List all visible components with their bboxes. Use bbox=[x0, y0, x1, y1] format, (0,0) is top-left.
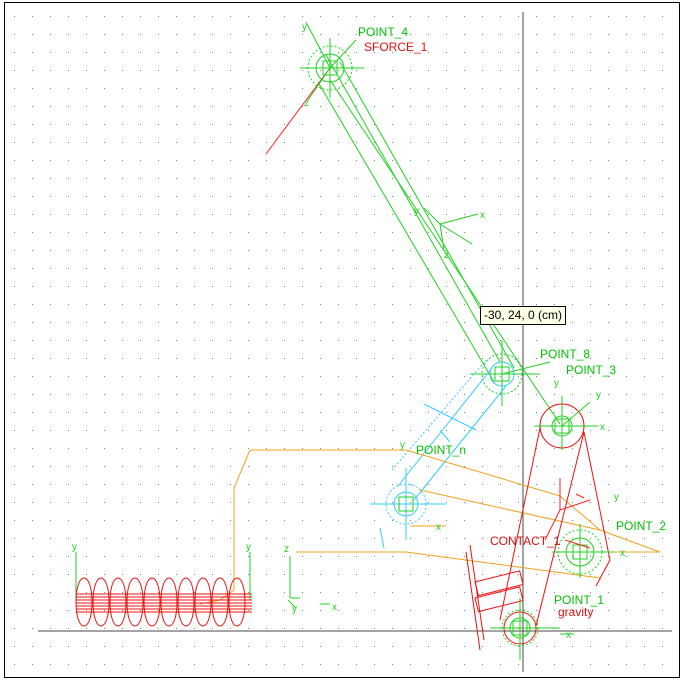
point-8-label: POINT_8 bbox=[540, 347, 590, 361]
sforce-1-label: SFORCE_1 bbox=[364, 40, 428, 54]
axis-letters: y z y x z y x y y x x y y y z x y x bbox=[72, 22, 625, 641]
coil-spring[interactable] bbox=[75, 577, 252, 627]
svg-text:y: y bbox=[596, 390, 601, 401]
svg-text:y: y bbox=[414, 206, 419, 217]
gravity-label: gravity bbox=[558, 605, 593, 619]
svg-text:x: x bbox=[600, 422, 605, 433]
svg-text:y: y bbox=[302, 22, 307, 33]
svg-text:y: y bbox=[400, 440, 405, 451]
svg-text:y: y bbox=[246, 542, 251, 553]
point-1-label: POINT_1 bbox=[554, 593, 604, 607]
contact-marker-icon bbox=[544, 478, 591, 549]
viewport-frame bbox=[4, 2, 680, 678]
gravity-vector-icon bbox=[519, 598, 574, 635]
working-grid bbox=[14, 16, 663, 665]
svg-text:x: x bbox=[332, 602, 337, 613]
svg-text:y: y bbox=[292, 604, 297, 615]
svg-text:z: z bbox=[304, 98, 309, 109]
point-4-marker-icon bbox=[265, 21, 357, 155]
point-4-label: POINT_4 bbox=[358, 25, 408, 39]
lower-arm-link[interactable] bbox=[370, 359, 507, 549]
svg-text:y: y bbox=[614, 492, 619, 503]
point-n-label: POINT_n bbox=[416, 443, 466, 457]
svg-text:y: y bbox=[554, 378, 559, 389]
contact-1-label: CONTACT_1 bbox=[490, 534, 561, 548]
svg-text:x: x bbox=[480, 210, 485, 221]
coordinate-readout-tooltip: -30, 24, 0 (cm) bbox=[480, 306, 567, 325]
svg-text:y: y bbox=[72, 542, 77, 553]
svg-text:z: z bbox=[284, 544, 289, 555]
point-3-label: POINT_3 bbox=[566, 363, 616, 377]
ground-origin-triad-icon bbox=[287, 556, 330, 609]
svg-text:x: x bbox=[620, 548, 625, 559]
svg-text:x: x bbox=[436, 522, 441, 533]
elbow-joint-icon[interactable] bbox=[470, 340, 551, 406]
upper-arm-link[interactable] bbox=[300, 38, 561, 425]
point-2-label: POINT_2 bbox=[616, 519, 666, 533]
svg-text:x: x bbox=[566, 630, 571, 641]
pulley-joint-3[interactable] bbox=[534, 396, 598, 450]
mid-arm-marker-icon bbox=[423, 207, 479, 251]
svg-text:z: z bbox=[444, 250, 449, 261]
chassis-body[interactable] bbox=[199, 449, 661, 605]
